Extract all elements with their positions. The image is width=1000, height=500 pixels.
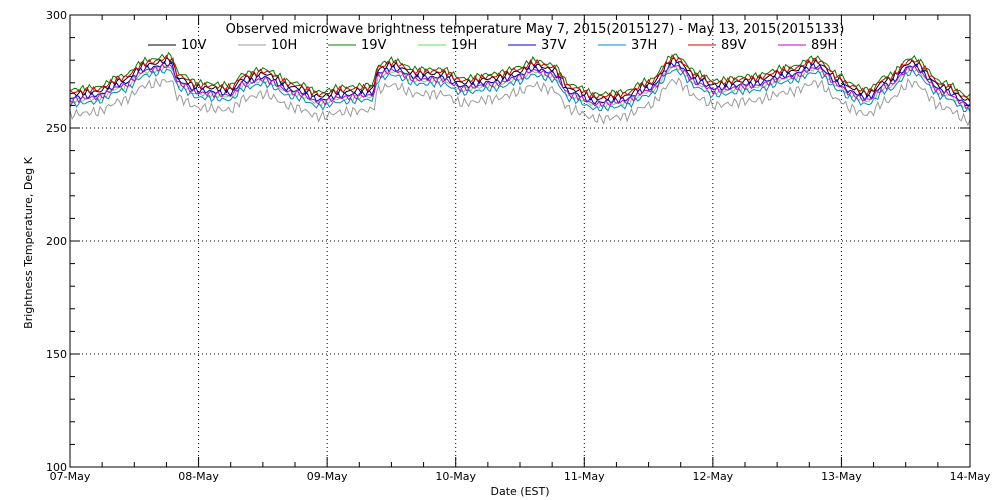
x-tick-label: 09-May <box>307 470 348 483</box>
x-axis-label: Date (EST) <box>490 485 549 498</box>
grid-lines <box>70 15 970 467</box>
legend-label-10H: 10H <box>271 38 297 53</box>
series-line-37V <box>69 59 971 106</box>
legend-label-89H: 89H <box>811 38 837 53</box>
legend-label-19H: 19H <box>451 38 477 53</box>
y-axis-label: Brightness Temperature, Deg K <box>22 156 35 328</box>
y-tick-label: 250 <box>46 122 67 135</box>
series-line-10H <box>69 76 971 127</box>
y-tick-label: 150 <box>46 348 67 361</box>
x-tick-label: 11-May <box>564 470 605 483</box>
series-line-37H <box>69 67 971 112</box>
series-line-89V <box>69 54 971 101</box>
legend-label-37H: 37H <box>631 38 657 53</box>
x-tick-label: 14-May <box>950 470 991 483</box>
y-tick-label: 100 <box>46 461 67 474</box>
legend-label-37V: 37V <box>541 38 567 53</box>
x-tick-label: 07-May <box>50 470 91 483</box>
legend-label-19V: 19V <box>361 38 387 53</box>
x-tick-label: 08-May <box>178 470 219 483</box>
y-axis: 100 150 200 250 300 <box>46 9 970 474</box>
x-tick-label: 13-May <box>821 470 862 483</box>
x-tick-label: 12-May <box>692 470 733 483</box>
x-axis: 07-May 08-May 09-May 10-May 11-May 12-May 13-M… <box>50 15 991 483</box>
series-line-89H <box>69 62 971 109</box>
legend-label-10V: 10V <box>181 38 207 53</box>
y-tick-label: 200 <box>46 235 67 248</box>
y-tick-label: 300 <box>46 9 67 22</box>
chart-title: Observed microwave brightness temperatur… <box>226 22 845 37</box>
legend-label-89V: 89V <box>721 38 747 53</box>
x-tick-label: 10-May <box>435 470 476 483</box>
legend: 10V 10H 19V 19H 37V 37H 89V 89H <box>148 38 837 53</box>
series-group <box>69 51 971 127</box>
